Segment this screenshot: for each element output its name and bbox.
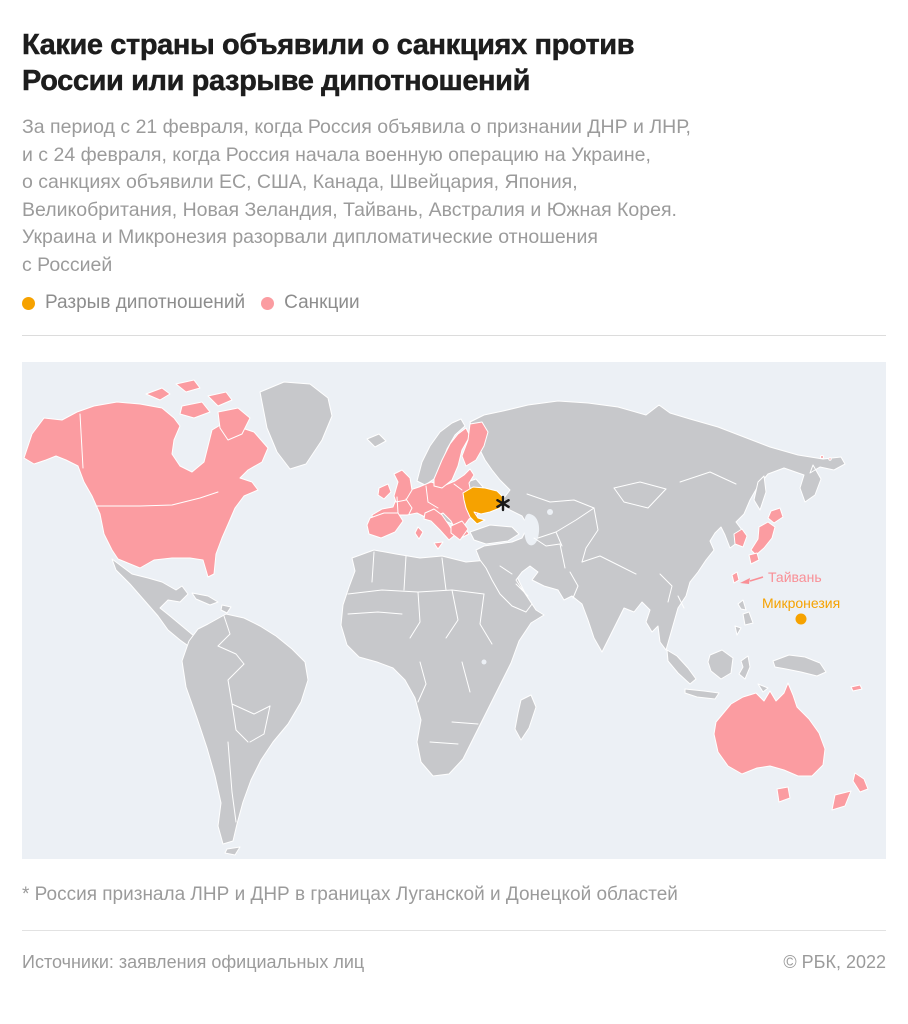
world-map: Тайвань Микронезия	[22, 362, 886, 859]
text-line: и с 24 февраля, когда Россия начала воен…	[22, 143, 651, 166]
text-line: За период с 21 февраля, когда Россия объ…	[22, 116, 691, 138]
country-borders-overlay	[79, 413, 463, 515]
text-line: о санкциях объявили ЕС, США, Канада, Шве…	[22, 171, 578, 193]
region-sanctions	[23, 379, 869, 811]
micronesia-label: Микронезия	[762, 595, 840, 611]
legend: Разрыв дипотношений Санкции	[22, 292, 886, 314]
legend-dot-broke-relations-icon	[22, 296, 35, 310]
text-line: Украина и Микронезия разорвали дипломати…	[22, 226, 598, 248]
footer: Источники: заявления официальных лиц © Р…	[22, 952, 886, 973]
source-text: Источники: заявления официальных лиц	[22, 952, 365, 972]
legend-item-sanctions: Санкции	[261, 292, 360, 314]
taiwan-label: Тайвань	[768, 569, 822, 585]
region-taiwan	[731, 571, 740, 584]
legend-label-broke-relations: Разрыв дипотношений	[45, 292, 246, 313]
taiwan-pointer-arrow-icon	[740, 578, 750, 584]
infographic: Какие страны объявили о санкциях против Р…	[22, 0, 886, 973]
page-title: Какие страны объявили о санкциях против Р…	[22, 0, 886, 99]
text-line: с Россией	[22, 253, 113, 276]
country-borders	[217, 471, 737, 823]
text-line: России или разрыве дипотношений	[22, 65, 531, 98]
recognition-asterisk	[496, 495, 510, 512]
legend-item-broke-relations: Разрыв дипотношений	[22, 292, 245, 314]
copyright-text: © РБК, 2022	[783, 952, 886, 972]
text-line: Какие страны объявили о санкциях против	[22, 29, 635, 62]
text-line: Великобритания, Новая Зеландия, Тайвань,…	[22, 198, 677, 221]
region-ukraine-severed	[462, 486, 505, 525]
micronesia-dot	[795, 613, 807, 625]
footer-divider	[22, 930, 886, 931]
footnote: * Россия признала ЛНР и ДНР в границах Л…	[22, 884, 678, 905]
header-divider	[22, 335, 886, 336]
taiwan-pointer-line	[749, 576, 764, 582]
subtitle: За период с 21 февраля, когда Россия объ…	[22, 114, 886, 279]
region-neutral-land	[111, 381, 846, 856]
legend-label-sanctions: Санкции	[284, 292, 360, 313]
legend-dot-sanctions-icon	[261, 296, 275, 310]
